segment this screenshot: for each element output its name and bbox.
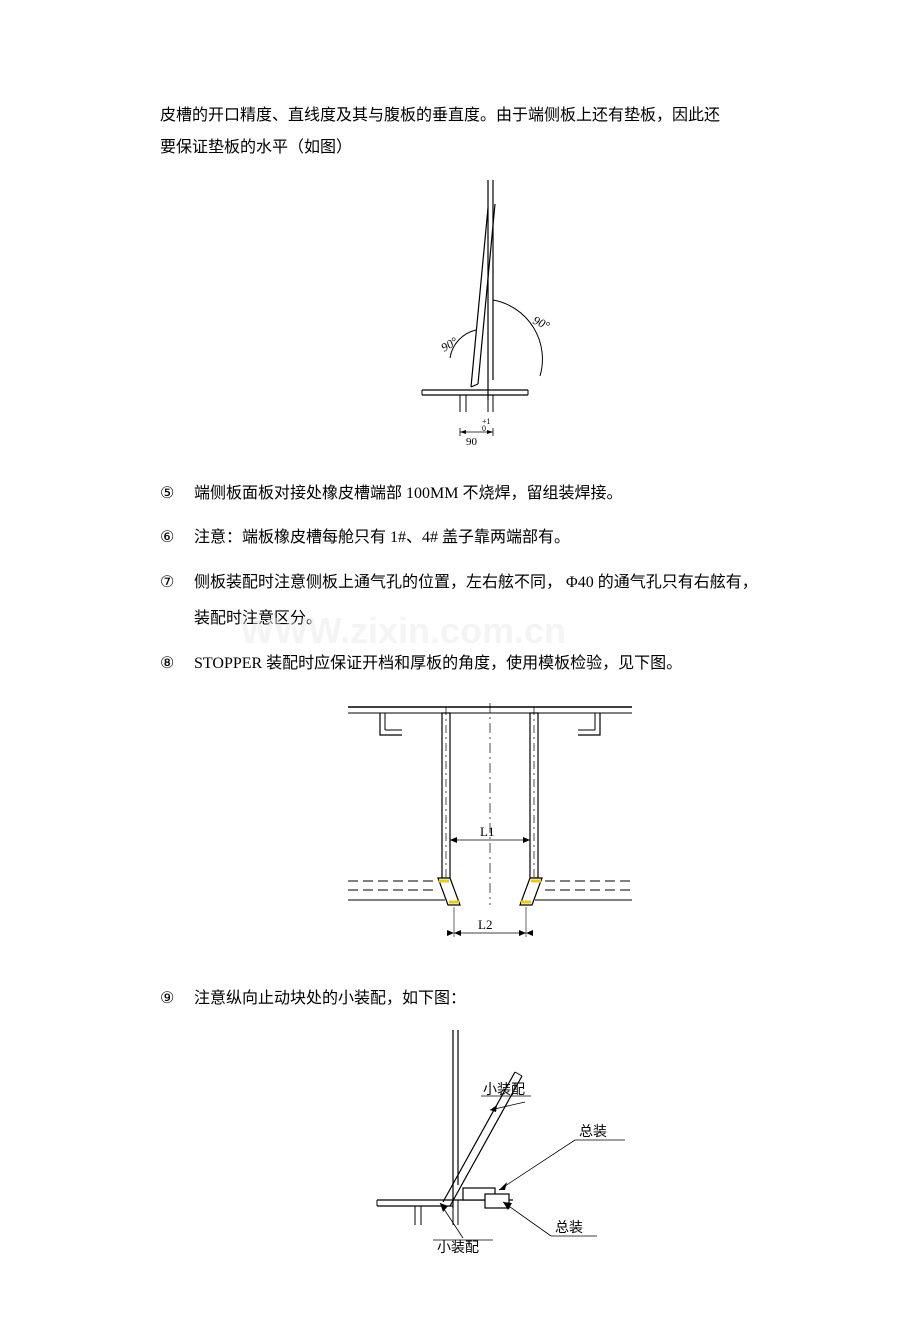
stopper-diagram: L1 L2: [340, 695, 640, 955]
angle-right-label: 90°: [531, 313, 552, 333]
l2-label: L2: [478, 917, 492, 932]
text-6: 注意：端板橡皮槽每舱只有 1#、4# 盖子靠两端部有。: [194, 523, 820, 553]
text-5: 端侧板面板对接处橡皮槽端部 100MM 不烧焊，留组装焊接。: [194, 479, 820, 509]
text-9: 注意纵向止动块处的小装配，如下图：: [194, 984, 820, 1014]
page-content: WWW.zixin.com.cn 皮槽的开口精度、直线度及其与腹板的垂直度。由于…: [160, 100, 820, 1260]
assembly-diagram: 小装配 总装 小装配 总装: [335, 1030, 645, 1255]
text-8: STOPPER 装配时应保证开档和厚板的角度，使用模板检验，见下图。: [194, 649, 820, 679]
text-7b: 装配时注意区分。: [160, 604, 820, 634]
total-assembly-label-2: 总装: [555, 1220, 583, 1236]
list-item-7: ⑦ 侧板装配时注意侧板上通气孔的位置，左右舷不同， Φ40 的通气孔只有右舷有，: [160, 568, 820, 598]
angle-left-label: 90°: [439, 334, 461, 355]
marker-6: ⑥: [160, 523, 194, 553]
marker-5: ⑤: [160, 479, 194, 509]
marker-7: ⑦: [160, 568, 194, 598]
list-item-5: ⑤ 端侧板面板对接处橡皮槽端部 100MM 不烧焊，留组装焊接。: [160, 479, 820, 509]
angle-diagram: 90° 90° 90 +1 0: [400, 180, 580, 450]
intro-paragraph: 皮槽的开口精度、直线度及其与腹板的垂直度。由于端侧板上还有垫板，因此还 要保证垫…: [160, 100, 820, 164]
small-assembly-label-1: 小装配: [483, 1082, 525, 1098]
text-7: 侧板装配时注意侧板上通气孔的位置，左右舷不同， Φ40 的通气孔只有右舷有，: [194, 568, 820, 598]
list-item-9: ⑨ 注意纵向止动块处的小装配，如下图：: [160, 984, 820, 1014]
tolerance-bot: 0: [482, 424, 486, 433]
total-assembly-label-1: 总装: [579, 1124, 607, 1140]
intro-line-2: 要保证垫板的水平（如图）: [160, 139, 352, 156]
diagram-3-container: 小装配 总装 小装配 总装: [160, 1030, 820, 1260]
l1-label: L1: [480, 824, 494, 839]
bottom-dim-label: 90: [466, 436, 478, 448]
diagram-1-container: 90° 90° 90 +1 0: [160, 180, 820, 455]
intro-line-1: 皮槽的开口精度、直线度及其与腹板的垂直度。由于端侧板上还有垫板，因此还: [160, 107, 720, 124]
diagram-2-container: L1 L2: [160, 695, 820, 960]
marker-9: ⑨: [160, 984, 194, 1014]
list-item-8: ⑧ STOPPER 装配时应保证开档和厚板的角度，使用模板检验，见下图。: [160, 649, 820, 679]
list-item-6: ⑥ 注意：端板橡皮槽每舱只有 1#、4# 盖子靠两端部有。: [160, 523, 820, 553]
marker-8: ⑧: [160, 649, 194, 679]
small-assembly-label-2: 小装配: [437, 1240, 479, 1255]
